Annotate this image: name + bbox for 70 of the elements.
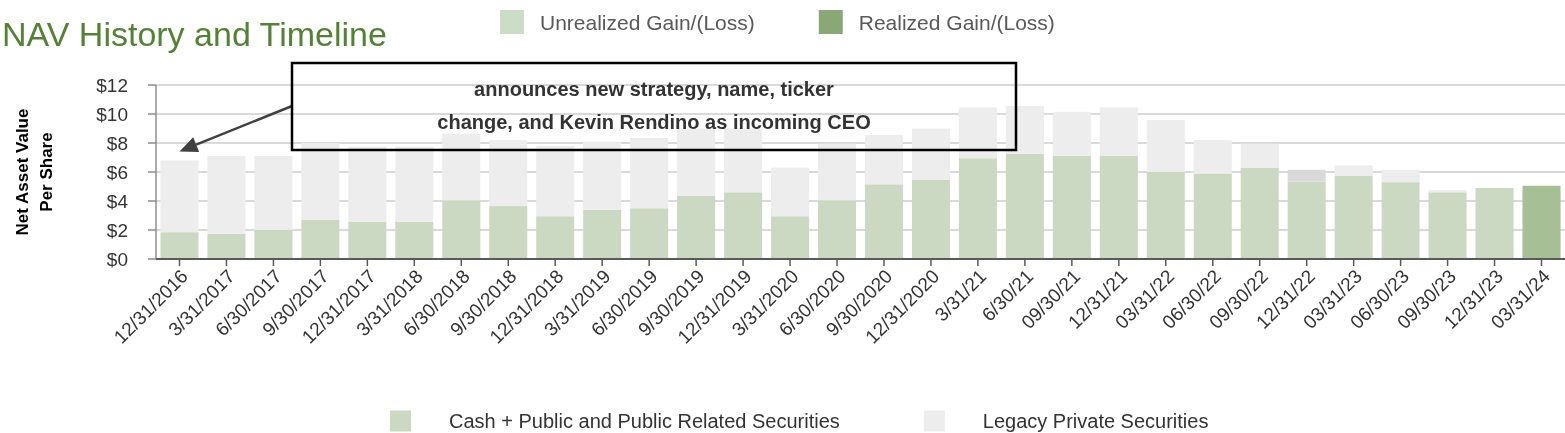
- bar: [254, 156, 293, 230]
- bar: [536, 145, 575, 217]
- bar: [1052, 111, 1091, 157]
- bar: [1240, 143, 1279, 168]
- y-tick-label: $12: [96, 74, 128, 96]
- bar: [1475, 187, 1514, 259]
- bar: [160, 160, 199, 233]
- bar: [348, 146, 387, 223]
- bar: [1381, 169, 1420, 183]
- bar: [207, 156, 246, 234]
- bar: [1146, 172, 1185, 259]
- bar: [160, 232, 199, 259]
- bar: [348, 222, 387, 259]
- bar: [395, 222, 434, 259]
- bar: [583, 141, 622, 210]
- bar: [1052, 156, 1091, 259]
- bar: [630, 208, 669, 259]
- y-tick-label: $2: [106, 219, 128, 241]
- bar: [442, 133, 481, 201]
- bar: [958, 158, 997, 259]
- bar: [442, 200, 481, 259]
- bar: [1099, 107, 1138, 157]
- bar: [911, 128, 950, 180]
- bar: [1005, 106, 1044, 154]
- y-tick-label: $6: [106, 161, 128, 183]
- bar: [1099, 156, 1138, 259]
- bar: [1381, 182, 1420, 259]
- bar: [395, 146, 434, 223]
- bar: [724, 192, 763, 259]
- bar: [1240, 167, 1279, 259]
- bar: [207, 233, 246, 259]
- bar: [911, 179, 950, 259]
- bar: [583, 209, 622, 259]
- bar: [1334, 165, 1373, 176]
- bar: [818, 200, 857, 259]
- bar: [489, 206, 528, 259]
- bar: [536, 216, 575, 259]
- bar: [677, 128, 716, 196]
- bar: [301, 219, 340, 259]
- bar: [1334, 175, 1373, 259]
- y-axis-title: Net Asset Value Per Share: [13, 108, 56, 236]
- bar: [1428, 192, 1467, 259]
- bar: [1193, 173, 1232, 259]
- y-tick-label: $10: [96, 103, 128, 125]
- legend-label: Cash + Public and Public Related Securities: [449, 410, 840, 432]
- bar: [1522, 185, 1561, 259]
- bar: [1146, 119, 1185, 172]
- bar: [771, 216, 810, 259]
- bar: [864, 184, 904, 259]
- bar: [958, 107, 997, 159]
- bar: [864, 135, 904, 185]
- bar: [818, 143, 857, 201]
- bar: [771, 167, 810, 217]
- bar: [301, 143, 340, 220]
- legend-label: Realized Gain/(Loss): [858, 10, 1055, 34]
- bar: [1287, 181, 1326, 259]
- bar: [1005, 153, 1044, 259]
- bar: [1193, 140, 1232, 174]
- chart-title: NAV History and Timeline: [2, 15, 387, 53]
- legend-label: Unrealized Gain/(Loss): [540, 10, 755, 34]
- bar: [1428, 190, 1467, 193]
- y-tick-label: $0: [106, 248, 128, 270]
- legend-label: Legacy Private Securities: [982, 410, 1209, 432]
- bar: [630, 137, 669, 209]
- bar: [254, 230, 293, 259]
- annotation: announces new strategy, name, ticker change, and Kevin Rendino as incoming CEO: [437, 78, 871, 133]
- y-tick-label: $8: [106, 132, 128, 154]
- y-tick-label: $4: [106, 190, 129, 212]
- bar: [677, 195, 716, 259]
- bar: [489, 140, 528, 207]
